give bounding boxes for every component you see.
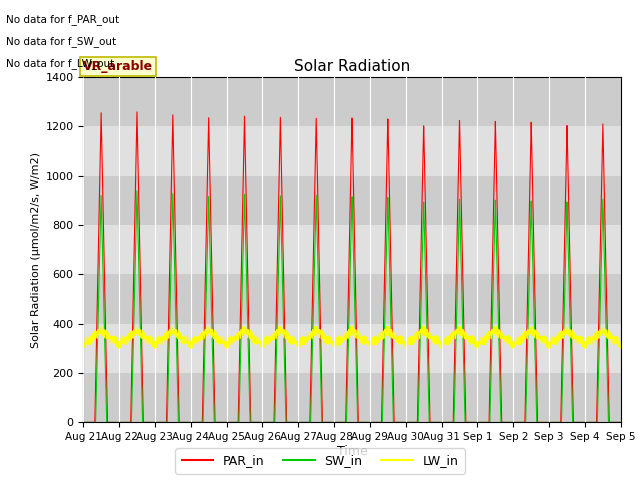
Bar <box>83 77 621 126</box>
Bar <box>83 373 621 422</box>
Legend: PAR_in, SW_in, LW_in: PAR_in, SW_in, LW_in <box>175 448 465 474</box>
Bar <box>83 126 621 176</box>
Bar <box>83 274 621 324</box>
Bar <box>83 176 621 225</box>
Text: VR_arable: VR_arable <box>83 60 154 73</box>
Text: No data for f_LW_out: No data for f_LW_out <box>6 58 115 69</box>
X-axis label: Time: Time <box>337 445 367 458</box>
Text: No data for f_PAR_out: No data for f_PAR_out <box>6 14 120 25</box>
Bar <box>83 324 621 373</box>
Y-axis label: Solar Radiation (μmol/m2/s, W/m2): Solar Radiation (μmol/m2/s, W/m2) <box>31 152 41 348</box>
Bar <box>83 225 621 274</box>
Text: No data for f_SW_out: No data for f_SW_out <box>6 36 116 47</box>
Title: Solar Radiation: Solar Radiation <box>294 59 410 74</box>
